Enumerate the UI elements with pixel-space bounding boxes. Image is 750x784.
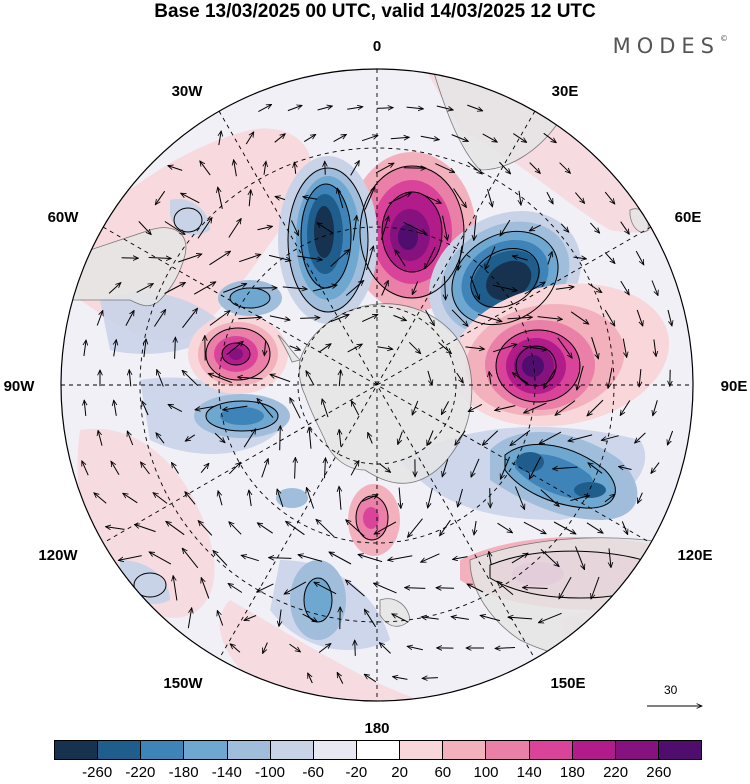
wind-vector <box>280 426 281 450</box>
lon-label-150w: 150W <box>163 675 203 692</box>
colorbar-segment <box>573 741 616 759</box>
colorbar-segment <box>616 741 659 759</box>
colorbar-tick-label: 260 <box>646 764 671 781</box>
colorbar-tick-label: -100 <box>255 764 285 781</box>
colorbar-tick-label: -20 <box>346 764 368 781</box>
wind-vector <box>325 161 326 174</box>
lon-label-30w: 30W <box>172 83 204 100</box>
reference-vector-label: 30 <box>664 683 677 697</box>
colorbar-segment <box>530 741 573 759</box>
colorbar <box>54 740 702 760</box>
lon-label-90w: 90W <box>4 378 36 395</box>
lon-label-90e: 90E <box>721 378 748 395</box>
colorbar-tick-label: 60 <box>434 764 451 781</box>
colorbar-tick-label: 100 <box>473 764 498 781</box>
lon-label-180: 180 <box>364 720 389 737</box>
colorbar-segment <box>400 741 443 759</box>
colorbar-segment <box>314 741 357 759</box>
anomaly-negative-southwest-atlantic <box>278 156 378 324</box>
colorbar-tick-label: -180 <box>169 764 199 781</box>
lon-label-120e: 120E <box>677 547 712 564</box>
lon-label-0: 0 <box>373 38 381 55</box>
colorbar-segment <box>98 741 141 759</box>
lon-label-150e: 150E <box>550 675 585 692</box>
colorbar-tick-label: -60 <box>302 764 324 781</box>
colorbar-tick-label: -140 <box>212 764 242 781</box>
colorbar-ticks: -260 -220 -180 -140 -100 -60 -20 20 60 100 140 180 2… <box>0 764 750 784</box>
colorbar-segment <box>228 741 271 759</box>
colorbar-tick-label: 140 <box>517 764 542 781</box>
lon-label-60w: 60W <box>48 209 80 226</box>
colorbar-tick-label: -220 <box>125 764 155 781</box>
colorbar-segment <box>55 741 98 759</box>
colorbar-segment <box>184 741 227 759</box>
colorbar-tick-label: -260 <box>82 764 112 781</box>
colorbar-segment <box>271 741 314 759</box>
colorbar-tick-label: 20 <box>391 764 408 781</box>
wind-vector <box>490 488 491 508</box>
colorbar-segment <box>486 741 529 759</box>
colorbar-segment <box>443 741 486 759</box>
colorbar-segment <box>357 741 400 759</box>
lon-label-60e: 60E <box>675 209 702 226</box>
colorbar-segment <box>659 741 701 759</box>
wind-vector <box>355 640 356 656</box>
colorbar-tick-label: 180 <box>560 764 585 781</box>
colorbar-tick-label: 220 <box>603 764 628 781</box>
lon-label-120w: 120W <box>38 547 78 564</box>
anomaly-positive-drake-passage <box>188 314 288 394</box>
colorbar-segment <box>141 741 184 759</box>
lon-label-30e: 30E <box>552 83 579 100</box>
